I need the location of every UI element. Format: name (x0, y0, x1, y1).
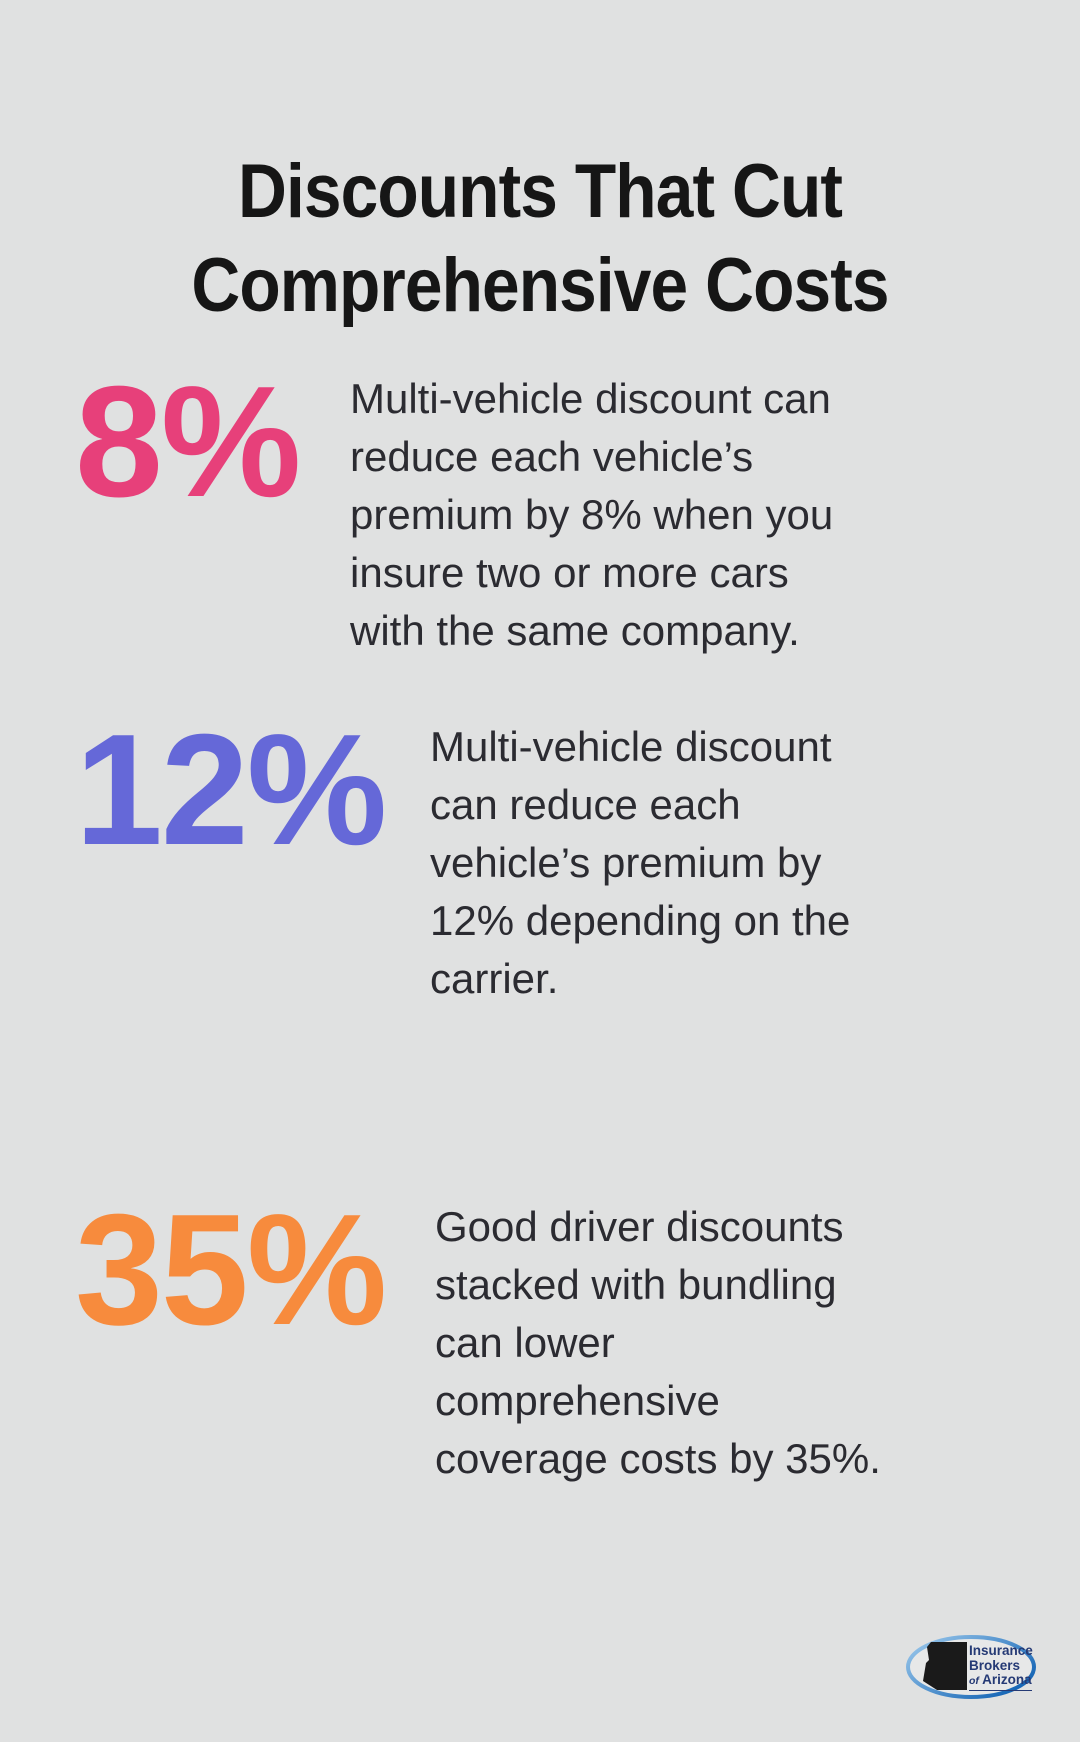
logo-text: Insurance Brokers of Arizona (969, 1643, 1033, 1691)
logo-ellipse-graphic (906, 1635, 1036, 1699)
stat-description-12-percent: Multi-vehicle discount can reduce each v… (430, 723, 851, 1002)
page-title-line-1: Discounts That Cut (237, 148, 843, 234)
stat-description-35-percent: Good driver discounts stacked with bundl… (435, 1203, 881, 1482)
logo-text-line-2: Brokers (969, 1657, 1021, 1673)
page-title: Discounts That Cut Comprehensive Costs (59, 145, 1020, 333)
stat-description-8-percent: Multi-vehicle discount can reduce each v… (350, 375, 834, 654)
page-title-line-2: Comprehensive Costs (191, 242, 889, 328)
arizona-state-icon (923, 1642, 967, 1690)
stat-value-12-percent: 12% (75, 702, 387, 878)
stat-row-multi-vehicle-12: 12% Multi-vehicle discount can reduce ea… (0, 702, 1080, 1008)
stat-value-35-percent: 35% (75, 1182, 387, 1358)
insurance-brokers-of-arizona-logo: Insurance Brokers of Arizona (903, 1633, 1039, 1703)
stat-row-multi-vehicle-8: 8% Multi-vehicle discount can reduce eac… (0, 354, 1080, 660)
logo-text-line-3: of Arizona (969, 1672, 1032, 1691)
logo-text-of: of (969, 1675, 979, 1687)
stat-row-good-driver-35: 35% Good driver discounts stacked with b… (0, 1182, 1080, 1488)
logo-text-line-1: Insurance (969, 1643, 1033, 1658)
stat-value-8-percent: 8% (75, 354, 301, 530)
logo-text-arizona: Arizona (982, 1672, 1032, 1687)
